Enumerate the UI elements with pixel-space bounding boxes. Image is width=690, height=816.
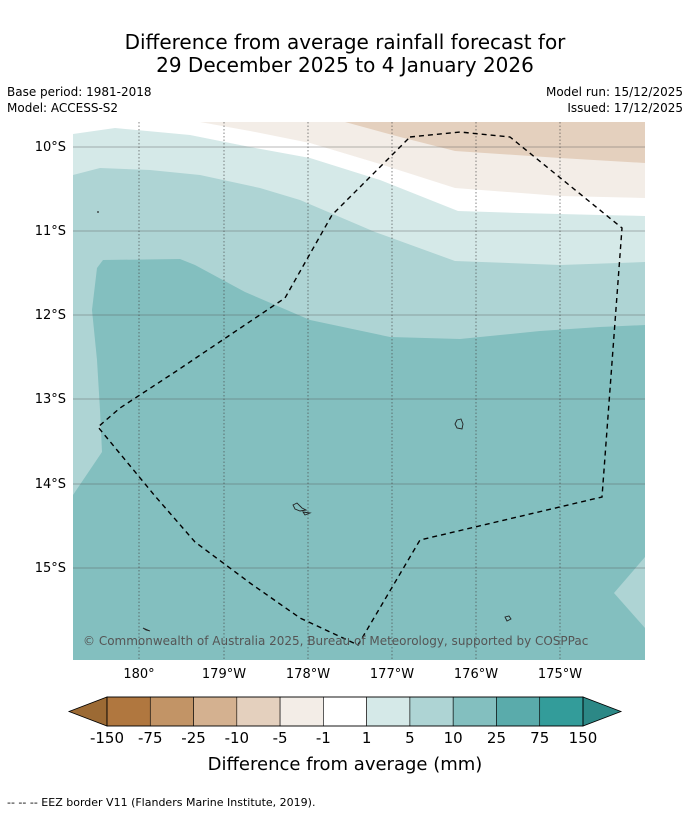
lat-label: 15°S xyxy=(35,561,66,576)
lon-label: 178°W xyxy=(286,667,330,682)
eez-footnote: -- -- -- EEZ border V11 (Flanders Marine… xyxy=(7,796,316,809)
contour-band-minus10-minus5 xyxy=(345,122,645,163)
colorbar-tick: 1 xyxy=(362,729,372,747)
colorbar-bin xyxy=(193,696,238,727)
islands xyxy=(142,418,512,632)
model-name: Model: ACCESS-S2 xyxy=(7,101,119,115)
colorbar-tick: -10 xyxy=(225,729,250,747)
colorbar-bins xyxy=(106,696,584,727)
colorbar-tick: 5 xyxy=(405,729,415,747)
colorbar-extend-high xyxy=(582,696,623,727)
title-line-1: Difference from average rainfall forecas… xyxy=(124,30,566,54)
colorbar-bin xyxy=(409,696,454,727)
colorbar-tick: 75 xyxy=(530,729,549,747)
island-4 xyxy=(504,615,512,622)
map-title: Difference from average rainfall forecas… xyxy=(0,31,690,77)
island-5 xyxy=(142,627,151,632)
map-area: © Commonwealth of Australia 2025, Bureau… xyxy=(73,122,645,660)
colorbar-tick: -1 xyxy=(316,729,331,747)
colorbar-tick: 150 xyxy=(569,729,598,747)
rainfall-map: © Commonwealth of Australia 2025, Bureau… xyxy=(35,122,645,775)
colorbar-extend-low xyxy=(67,696,108,727)
colorbar-frame xyxy=(106,696,584,727)
colorbar-bin xyxy=(496,696,541,727)
eez-border xyxy=(97,131,623,646)
lon-label: 180° xyxy=(123,667,154,682)
meridians xyxy=(138,122,561,660)
model-run: Model run: 15/12/2025 xyxy=(545,85,683,99)
lat-label: 13°S xyxy=(35,392,66,407)
colorbar-bin xyxy=(452,696,497,727)
meta-left: Base period: 1981-2018 Model: ACCESS-S2 xyxy=(7,84,152,116)
lat-label: 11°S xyxy=(35,224,66,239)
gridlines xyxy=(73,146,645,569)
lon-label: 179°W xyxy=(202,667,246,682)
lon-labels: 180° 179°W 178°W 177°W 176°W 175°W xyxy=(123,667,582,682)
contour-band-5-10-east xyxy=(614,557,645,628)
colorbar-bin xyxy=(539,696,584,727)
lon-label: 175°W xyxy=(538,667,582,682)
colorbar-bin xyxy=(106,696,151,727)
colorbar-tick: -150 xyxy=(90,729,124,747)
colorbar-tick: -75 xyxy=(138,729,163,747)
island-6 xyxy=(97,211,99,213)
colorbar-label: Difference from average (mm) xyxy=(208,754,483,775)
issued-date: Issued: 17/12/2025 xyxy=(567,101,683,115)
colorbar-tick: 10 xyxy=(444,729,463,747)
colorbar-bin xyxy=(366,696,411,727)
lat-labels: 10°S 11°S 12°S 13°S 14°S 15°S xyxy=(35,140,66,576)
colorbar-tick: -5 xyxy=(273,729,288,747)
island-2 xyxy=(292,502,308,512)
colorbar-tick-labels: -150 -75 -25 -10 -5 -1 1 5 10 25 75 150 xyxy=(90,729,597,747)
colorbar-bin xyxy=(279,696,324,727)
lat-label: 10°S xyxy=(35,140,66,155)
title-line-2: 29 December 2025 to 4 January 2026 xyxy=(156,53,534,77)
colorbar-bin xyxy=(149,696,194,727)
lon-label: 177°W xyxy=(370,667,414,682)
island-1 xyxy=(454,418,464,430)
copyright-text: © Commonwealth of Australia 2025, Bureau… xyxy=(83,634,588,648)
lat-label: 12°S xyxy=(35,308,66,323)
colorbar: -150 -75 -25 -10 -5 -1 1 5 10 25 75 150 … xyxy=(67,696,623,775)
colorbar-tick: -25 xyxy=(181,729,206,747)
meta-right: Model run: 15/12/2025 Issued: 17/12/2025 xyxy=(546,84,683,116)
colorbar-bin xyxy=(236,696,281,727)
colorbar-bin xyxy=(323,696,367,727)
colorbar-tick: 25 xyxy=(487,729,506,747)
island-3 xyxy=(302,511,312,516)
lat-label: 14°S xyxy=(35,477,66,492)
lon-label: 176°W xyxy=(454,667,498,682)
base-period: Base period: 1981-2018 xyxy=(7,85,152,99)
